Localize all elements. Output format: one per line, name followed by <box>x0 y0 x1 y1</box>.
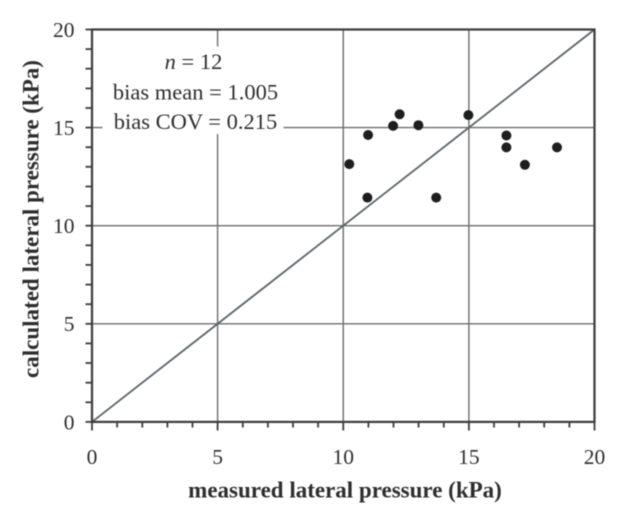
svg-text:n = 12: n = 12 <box>165 49 223 74</box>
svg-text:20: 20 <box>53 18 75 42</box>
svg-text:10: 10 <box>333 445 355 469</box>
svg-text:15: 15 <box>53 116 75 140</box>
svg-text:measured lateral pressure (kPa: measured lateral pressure (kPa) <box>188 478 502 503</box>
svg-text:10: 10 <box>53 214 75 238</box>
svg-text:bias COV = 0.215: bias COV = 0.215 <box>114 109 278 134</box>
svg-text:15: 15 <box>458 445 480 469</box>
svg-text:calculated lateral pressure (k: calculated lateral pressure (kPa) <box>19 60 44 378</box>
svg-text:bias mean = 1.005: bias mean = 1.005 <box>113 79 278 104</box>
svg-text:0: 0 <box>87 445 98 469</box>
svg-text:0: 0 <box>64 410 75 434</box>
svg-text:20: 20 <box>584 445 606 469</box>
svg-text:5: 5 <box>64 312 75 336</box>
svg-text:5: 5 <box>212 445 223 469</box>
